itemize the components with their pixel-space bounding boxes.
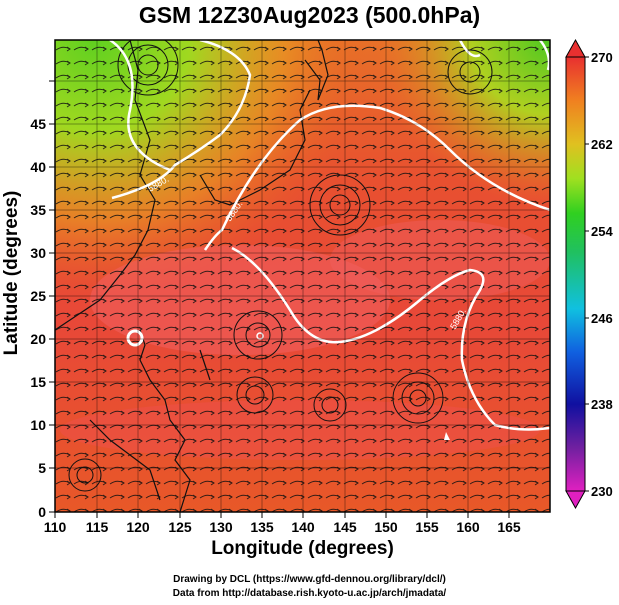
colorbar-tick-label: 246: [591, 311, 613, 326]
y-axis-ticks: [49, 80, 55, 513]
page-title: GSM 12Z30Aug2023 (500.0hPa): [138, 2, 481, 28]
y-tick-label: 15: [30, 374, 46, 390]
colorbar-min-arrow: [565, 490, 586, 510]
colorbar-max-arrow: [565, 38, 586, 58]
colorbar: 230 238 246 254 262 270: [565, 38, 613, 510]
map-plot-area: 5880. 5880. 5880.: [55, 40, 550, 512]
colorbar-tick-label: 238: [591, 397, 613, 412]
y-tick-label: 35: [30, 202, 46, 218]
x-tick-label: 110: [44, 519, 67, 535]
x-tick-label: 125: [168, 519, 192, 535]
colorbar-tick-label: 230: [591, 484, 613, 499]
x-tick-label: 140: [291, 519, 315, 535]
x-tick-label: 155: [415, 519, 439, 535]
y-tick-label: 40: [30, 159, 46, 175]
x-tick-label: 130: [209, 519, 233, 535]
y-tick-label: 30: [30, 245, 46, 261]
y-tick-label: 5: [38, 460, 46, 476]
credit-data-source: Data from http://database.rish.kyoto-u.a…: [172, 588, 447, 599]
y-tick-label: 25: [30, 288, 46, 304]
x-tick-label: 120: [126, 519, 150, 535]
x-tick-label: 115: [86, 519, 109, 535]
x-axis-ticks: [54, 512, 510, 518]
x-axis-title: Longitude (degrees): [211, 538, 394, 559]
colorbar-tick-label: 270: [591, 50, 613, 65]
credit-drawing: Drawing by DCL (https://www.gfd-dennou.o…: [173, 574, 446, 585]
y-tick-label: 0: [38, 504, 46, 520]
y-tick-label: 20: [30, 331, 46, 347]
x-tick-label: 135: [250, 519, 274, 535]
x-tick-label: 150: [374, 519, 398, 535]
colorbar-tick-label: 262: [591, 137, 613, 152]
colorbar-tick-label: 254: [591, 224, 613, 239]
y-tick-label: 10: [30, 417, 46, 433]
x-tick-label: 165: [497, 519, 521, 535]
x-tick-label: 160: [456, 519, 480, 535]
x-tick-label: 145: [333, 519, 357, 535]
y-axis-title: Latitude (degrees): [1, 190, 22, 356]
y-tick-label: 45: [30, 116, 46, 132]
